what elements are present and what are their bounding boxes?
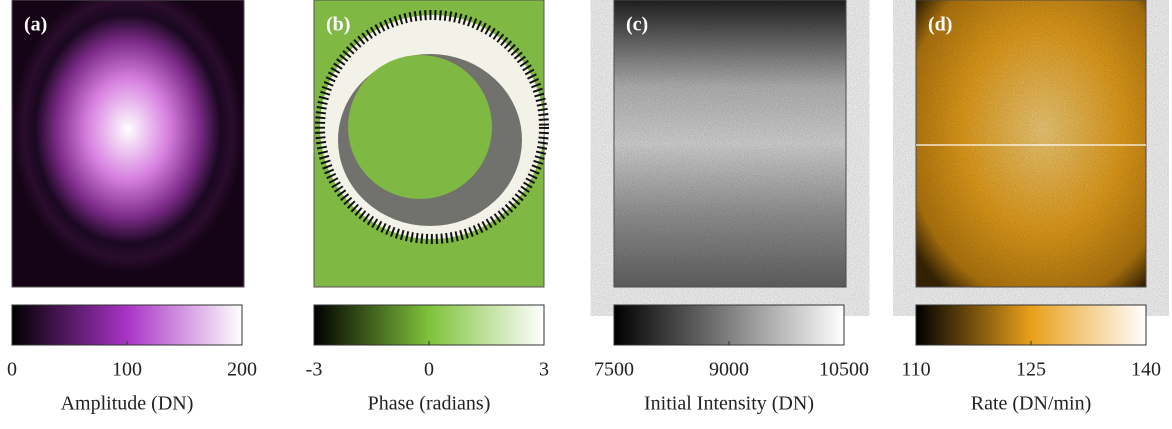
colorbar xyxy=(11,304,243,346)
tick-label: 100 xyxy=(112,359,142,381)
colorbar xyxy=(313,304,545,346)
panel-b-image xyxy=(313,0,549,288)
tick-label: 10500 xyxy=(819,359,869,381)
colorbar xyxy=(915,304,1147,346)
panel-label: (c) xyxy=(626,14,648,36)
panel-label: (a) xyxy=(24,14,47,36)
tick-label: 200 xyxy=(227,359,257,381)
tick-label: 3 xyxy=(539,359,549,381)
tick-label: 7500 xyxy=(594,359,634,381)
panel-label: (b) xyxy=(326,14,350,36)
tick-label: 125 xyxy=(1016,359,1046,381)
tick-label: -3 xyxy=(306,359,323,381)
tick-label: 9000 xyxy=(709,359,749,381)
colorbar-label: Initial Intensity (DN) xyxy=(644,393,814,415)
tick-label: 0 xyxy=(7,359,17,381)
panel-d-image xyxy=(915,0,1147,288)
colorbar-label: Amplitude (DN) xyxy=(61,393,194,415)
panel-a-image xyxy=(11,0,245,288)
tick-label: 110 xyxy=(901,359,930,381)
panel-c-image xyxy=(613,0,847,288)
tick-label: 140 xyxy=(1131,359,1161,381)
colorbar-label: Phase (radians) xyxy=(368,393,491,415)
panel-label: (d) xyxy=(928,14,952,36)
colorbar-label: Rate (DN/min) xyxy=(971,393,1092,415)
tick-label: 0 xyxy=(424,359,434,381)
colorbar xyxy=(613,304,845,346)
